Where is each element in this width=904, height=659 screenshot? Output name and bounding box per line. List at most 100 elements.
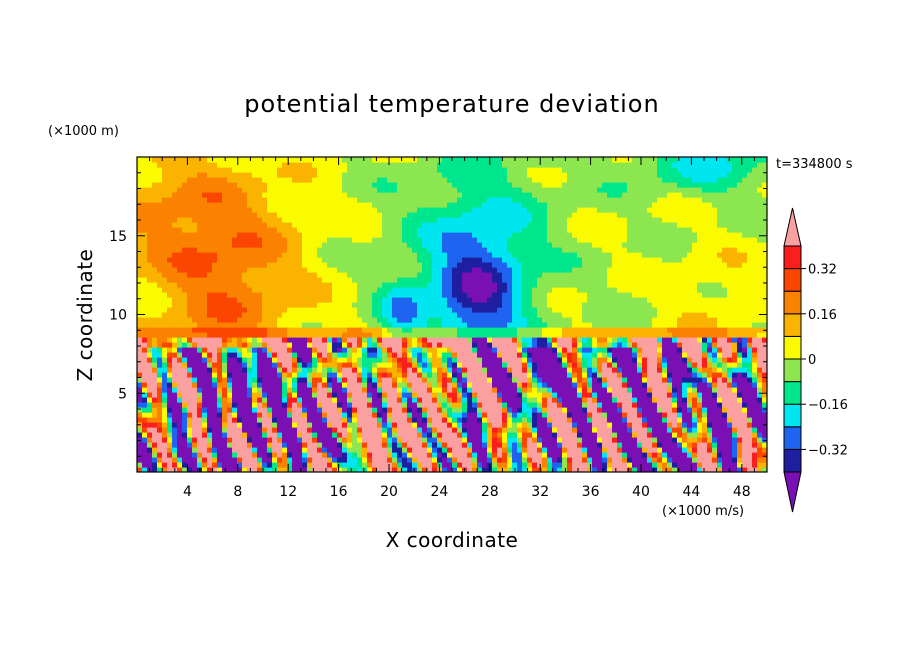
contour-cell [632,402,638,408]
contour-cell [357,387,363,393]
contour-cell [337,352,343,358]
contour-cell [172,352,178,358]
contour-cell [167,437,173,443]
contour-cell [737,292,743,298]
contour-cell [167,402,173,408]
contour-cell [312,372,318,378]
contour-cell [297,317,303,323]
contour-cell [597,462,603,468]
contour-cell [322,387,328,393]
contour-cell [722,337,728,343]
contour-cell [627,332,633,338]
contour-cell [352,417,358,423]
contour-cell [437,327,443,333]
contour-cell [662,312,668,318]
contour-cell [667,452,673,458]
contour-cell [477,362,483,368]
contour-cell [692,367,698,373]
contour-cell [177,452,183,458]
contour-cell [162,357,168,363]
contour-cell [562,332,568,338]
contour-cell [612,417,618,423]
contour-cell [407,387,413,393]
contour-cell [492,412,498,418]
contour-cell [762,452,767,458]
contour-cell [747,352,753,358]
contour-cell [532,332,538,338]
contour-cell [502,292,508,298]
contour-cell [192,312,198,318]
contour-cell [262,382,268,388]
contour-cell [572,292,578,298]
contour-cell [222,437,228,443]
contour-cell [557,372,563,378]
contour-cell [642,452,648,458]
contour-cell [247,377,253,383]
contour-cell [572,347,578,353]
contour-cell [617,422,623,428]
contour-cell [392,462,398,468]
contour-cell [567,417,573,423]
contour-cell [572,277,578,283]
contour-cell [422,457,428,463]
contour-cell [622,362,628,368]
contour-cell [622,427,628,433]
contour-cell [682,402,688,408]
contour-cell [417,457,423,463]
contour-cell [762,287,767,293]
contour-cell [177,337,183,343]
contour-cell [297,337,303,343]
contour-cell [177,307,183,313]
contour-cell [717,407,723,413]
contour-cell [347,347,353,353]
contour-cell [362,322,368,328]
contour-cell [542,397,548,403]
contour-cell [587,312,593,318]
contour-cell [522,277,528,283]
contour-cell [137,332,143,338]
contour-cell [462,412,468,418]
contour-cell [582,342,588,348]
contour-cell [542,307,548,313]
contour-cell [737,312,743,318]
contour-cell [312,342,318,348]
contour-cell [617,317,623,323]
contour-cell [227,317,233,323]
contour-cell [257,337,263,343]
contour-cell [377,397,383,403]
contour-cell [187,467,193,472]
contour-cell [692,447,698,453]
contour-cell [332,392,338,398]
contour-cell [372,342,378,348]
contour-cell [387,307,393,313]
contour-cell [532,452,538,458]
contour-cell [582,332,588,338]
contour-cell [372,387,378,393]
contour-cell [607,287,613,293]
contour-cell [677,452,683,458]
contour-cell [692,382,698,388]
contour-cell [212,302,218,308]
contour-cell [147,322,153,328]
contour-cell [492,432,498,438]
contour-cell [462,357,468,363]
contour-cell [327,297,333,303]
contour-cell [672,432,678,438]
contour-cell [377,427,383,433]
contour-cell [327,422,333,428]
contour-cell [397,287,403,293]
contour-cell [302,342,308,348]
contour-cell [277,352,283,358]
contour-cell [342,272,348,278]
contour-cell [532,337,538,343]
contour-cell [377,367,383,373]
contour-cell [167,287,173,293]
contour-cell [147,352,153,358]
contour-cell [697,327,703,333]
contour-cell [412,282,418,288]
contour-cell [427,287,433,293]
contour-cell [227,327,233,333]
contour-cell [157,332,163,338]
contour-cell [197,337,203,343]
contour-cell [277,442,283,448]
